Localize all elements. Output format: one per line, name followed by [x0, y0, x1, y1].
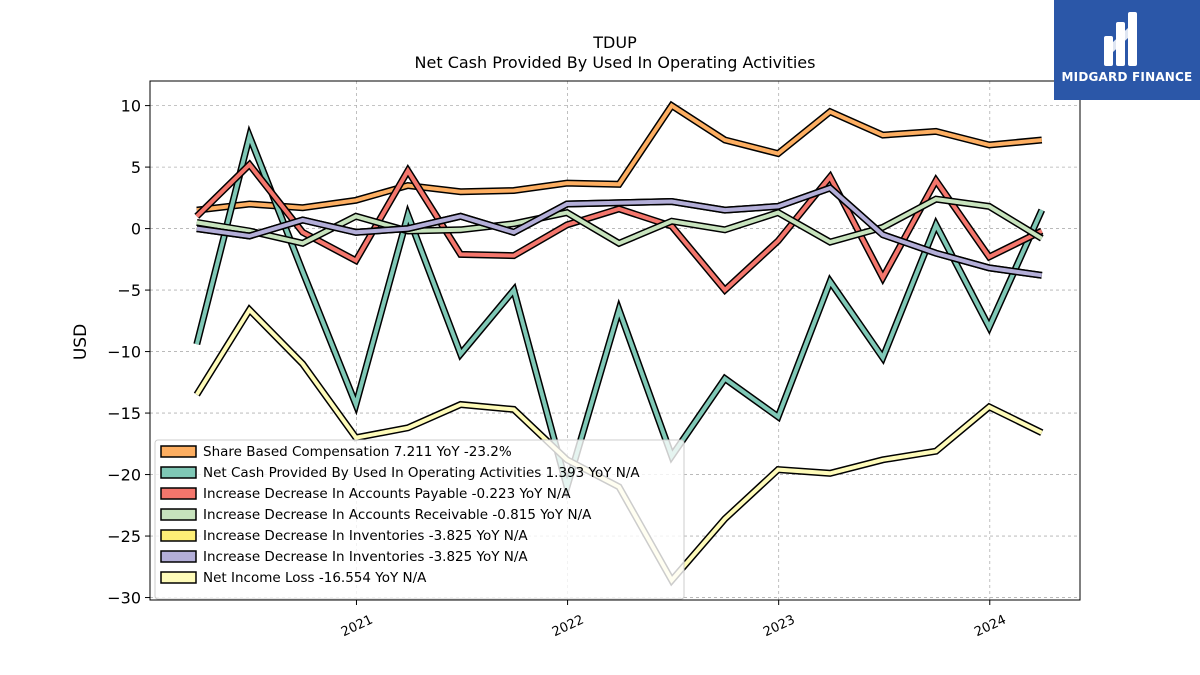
series-lines	[193, 100, 1045, 587]
series-line-stroke	[196, 102, 1042, 213]
legend: Share Based Compensation 7.211 YoY -23.2…	[154, 439, 685, 600]
legend-box	[154, 439, 685, 600]
chart-title: TDUP	[592, 33, 637, 52]
series-line	[194, 159, 1044, 296]
series-line-outline	[196, 100, 1043, 214]
series-line-stroke	[196, 185, 1043, 278]
y-tick-label: 5	[131, 158, 141, 177]
brand-name: MIDGARD FINANCE	[1061, 70, 1193, 84]
legend-swatch	[160, 487, 197, 500]
legend-label: Increase Decrease In Inventories -3.825 …	[203, 549, 528, 565]
legend-label: Net Cash Provided By Used In Operating A…	[203, 465, 640, 481]
legend-swatch	[160, 466, 197, 479]
series-line-stroke	[195, 161, 1043, 294]
chart-subtitle: Net Cash Provided By Used In Operating A…	[415, 53, 816, 72]
legend-label: Increase Decrease In Accounts Payable -0…	[203, 486, 571, 502]
y-tick-label: −15	[107, 404, 141, 423]
legend-swatch	[160, 508, 197, 521]
series-line	[196, 184, 1043, 279]
x-tick-label: 2021	[339, 613, 375, 641]
y-tick-label: −10	[107, 343, 141, 362]
x-tick-label: 2024	[972, 613, 1008, 641]
y-tick-label: 0	[131, 220, 141, 239]
series-line	[193, 124, 1045, 500]
brand-logo: MIDGARD FINANCE	[1054, 0, 1200, 100]
x-tick-label: 2023	[761, 613, 797, 641]
y-tick-label: 10	[121, 97, 141, 116]
y-tick-label: −5	[117, 281, 141, 300]
plot-frame	[149, 80, 1081, 601]
x-tick-label: 2022	[550, 613, 586, 641]
legend-label: Share Based Compensation 7.211 YoY -23.2…	[203, 444, 512, 460]
y-axis-label: USD	[71, 324, 91, 360]
legend-swatch	[160, 550, 197, 563]
series-line	[196, 100, 1043, 214]
brand-mark-icon	[1104, 12, 1137, 66]
legend-label: Increase Decrease In Accounts Receivable…	[203, 507, 592, 523]
series-line-stroke	[194, 129, 1044, 495]
y-tick-label: −25	[107, 527, 141, 546]
legend-swatch	[160, 529, 197, 542]
legend-label: Net Income Loss -16.554 YoY N/A	[203, 570, 427, 586]
legend-swatch	[160, 571, 197, 584]
y-tick-label: −30	[107, 589, 141, 608]
legend-swatch	[160, 445, 197, 458]
y-tick-label: −20	[107, 466, 141, 485]
legend-label: Increase Decrease In Inventories -3.825 …	[203, 528, 528, 544]
